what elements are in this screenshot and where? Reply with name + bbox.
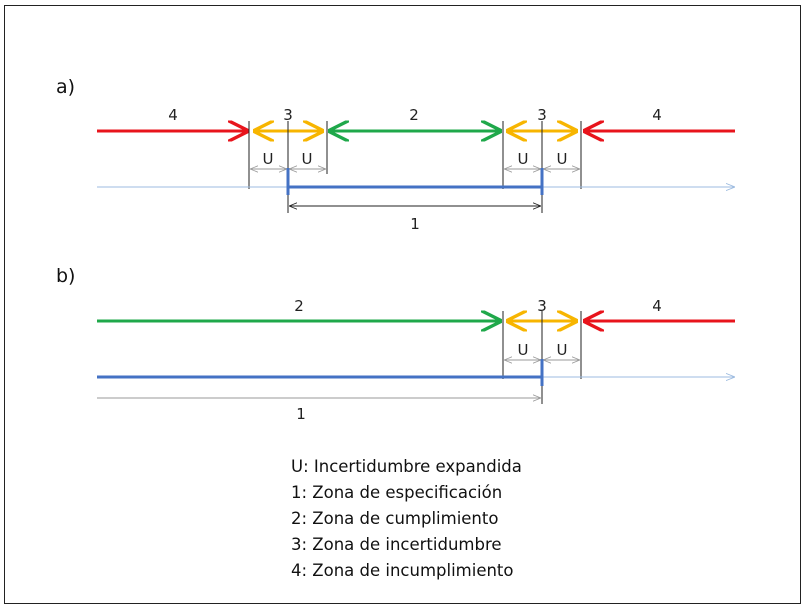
legend-item-u: U: Incertidumbre expandida — [291, 457, 522, 476]
panel-a-spec-label: 1 — [410, 215, 420, 233]
panel-b-zone-2: 2 — [294, 297, 304, 315]
legend-item-3: 3: Zona de incertidumbre — [291, 535, 502, 554]
panel-b-zone-4: 4 — [652, 297, 662, 315]
panel-a-zone-3-right: 3 — [537, 106, 547, 124]
panel-a-u-label: U — [302, 150, 313, 168]
panel-a-u-label: U — [263, 150, 274, 168]
legend-item-1: 1: Zona de especificación — [291, 483, 503, 502]
panel-b-zone-3: 3 — [537, 297, 547, 315]
panel-a-zone-2: 2 — [409, 106, 419, 124]
panel-a-u-label: U — [557, 150, 568, 168]
panel-a-u-label: U — [518, 150, 529, 168]
conformity-zones-diagram: a) 4 3 2 3 4 U U U U — [56, 76, 735, 423]
panel-b-u-label: U — [518, 341, 529, 359]
panel-a-zone-3-left: 3 — [283, 106, 293, 124]
legend: U: Incertidumbre expandida 1: Zona de es… — [291, 454, 522, 584]
legend-item-4: 4: Zona de incumplimiento — [291, 561, 514, 580]
panel-a-zone-4-right: 4 — [652, 106, 662, 124]
legend-item-2: 2: Zona de cumplimiento — [291, 509, 499, 528]
diagram-frame: a) 4 3 2 3 4 U U U U — [4, 5, 801, 604]
panel-a-zone-4-left: 4 — [168, 106, 178, 124]
panel-b-u-label: U — [557, 341, 568, 359]
panel-b-spec-label: 1 — [296, 405, 306, 423]
panel-a-label: a) — [56, 76, 75, 98]
panel-b-label: b) — [56, 265, 75, 287]
